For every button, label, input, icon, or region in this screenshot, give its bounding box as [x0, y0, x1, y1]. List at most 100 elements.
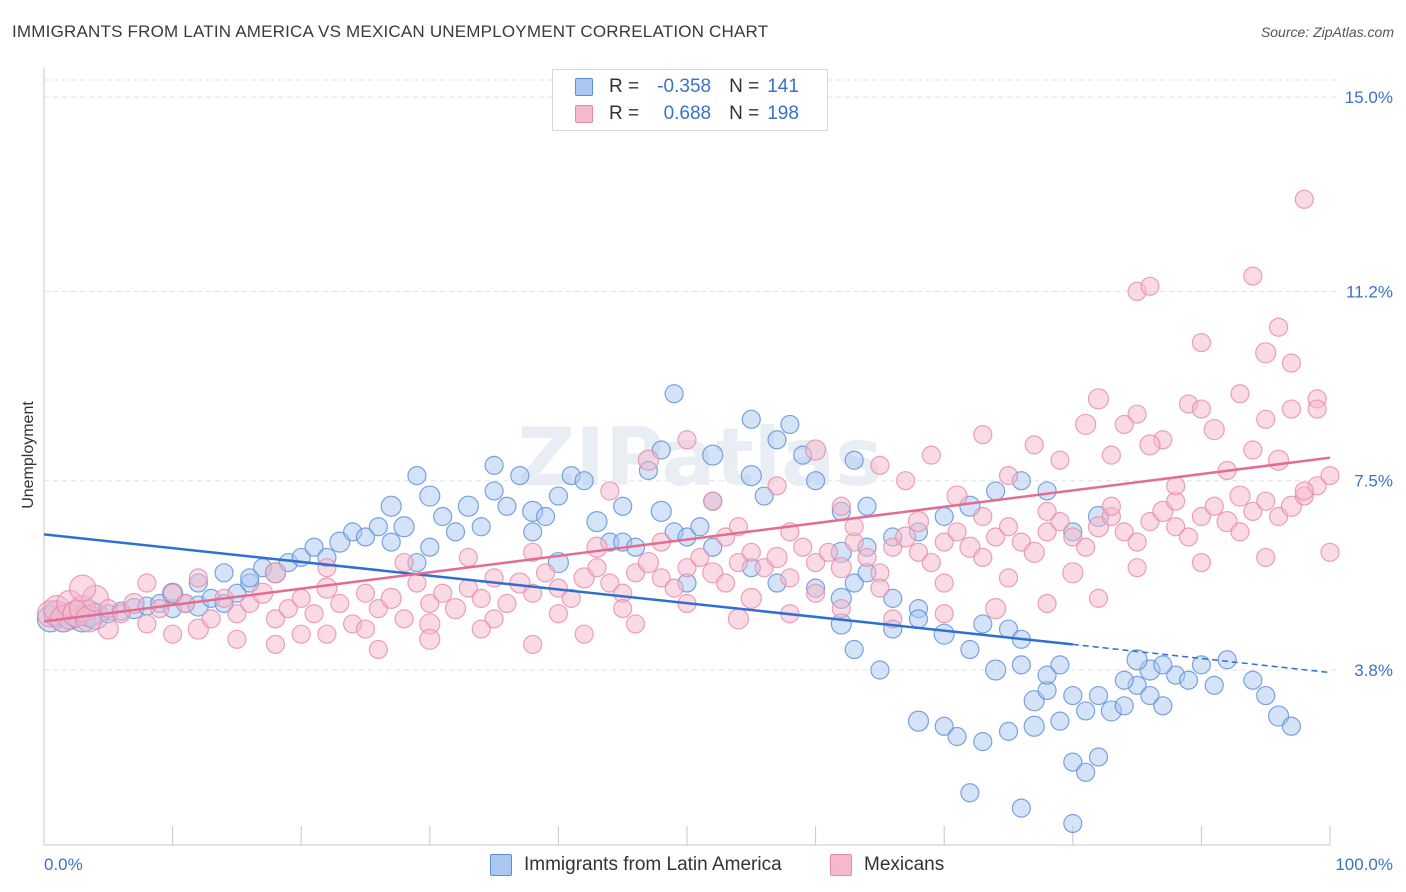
- legend-label: Immigrants from Latin America: [524, 854, 782, 875]
- latin-america-point: [484, 455, 504, 475]
- mexicans-point: [973, 506, 993, 527]
- mexicans-point: [1166, 517, 1186, 537]
- mexicans-point: [1191, 552, 1212, 573]
- mexicans-point: [1127, 404, 1147, 424]
- latin-america-point: [1243, 670, 1263, 690]
- latin-america-point: [1088, 685, 1109, 706]
- latin-america-point: [1063, 813, 1083, 834]
- mexicans-point: [934, 604, 954, 624]
- r-value: -0.358: [657, 76, 712, 97]
- latin-america-point: [380, 495, 402, 517]
- mexicans-point: [368, 639, 388, 660]
- latin-america-point: [998, 721, 1019, 741]
- r-label: R =: [609, 103, 640, 124]
- mexicans-point: [1101, 496, 1121, 516]
- latin-america-point: [523, 522, 543, 542]
- latin-america-point: [907, 710, 930, 732]
- mexicans-point: [394, 609, 414, 629]
- mexicans-point: [188, 568, 208, 588]
- mexicans-point: [1203, 418, 1225, 441]
- mexicans-point: [637, 449, 660, 471]
- mexicans-point: [831, 599, 851, 619]
- mexicans-point: [998, 517, 1019, 537]
- latin-america-point: [484, 481, 504, 501]
- mexicans-point: [227, 604, 247, 624]
- mexicans-point: [227, 629, 247, 649]
- mexicans-point: [1243, 440, 1263, 460]
- latin-america-point: [741, 409, 761, 429]
- mexicans-point: [741, 542, 761, 562]
- mexicans-point: [330, 593, 350, 614]
- mexicans-point: [97, 618, 119, 640]
- legend-label: Mexicans: [864, 854, 945, 875]
- mexicans-point: [201, 609, 221, 629]
- latin-america-point: [240, 568, 260, 588]
- mexicans-point: [561, 588, 581, 608]
- latin-america-point: [535, 506, 556, 527]
- latin-america-point: [419, 485, 441, 507]
- legend-item-mexicans: Mexicans: [830, 852, 944, 878]
- mexicans-point: [1037, 593, 1057, 614]
- latin-america-point: [1037, 481, 1057, 501]
- latin-america-point: [677, 527, 697, 547]
- mexicans-point: [1101, 445, 1121, 465]
- watermark: ZIPatlas: [517, 411, 883, 504]
- mexicans-point: [1243, 266, 1263, 286]
- chart-title: IMMIGRANTS FROM LATIN AMERICA VS MEXICAN…: [12, 22, 769, 41]
- mexicans-point: [1256, 409, 1276, 429]
- mexicans-point: [805, 583, 826, 603]
- n-label: N =: [729, 103, 760, 124]
- mexicans-point: [1281, 353, 1302, 373]
- latin-america-point: [1204, 675, 1224, 695]
- mexicans-point: [766, 546, 788, 569]
- legend-item-latin-america: Immigrants from Latin America: [490, 852, 782, 878]
- mexicans-point: [934, 532, 954, 552]
- latin-america-point: [934, 716, 954, 736]
- mexicans-point: [355, 583, 376, 603]
- latin-america-point: [650, 500, 672, 523]
- mexicans-point: [870, 578, 890, 598]
- mexicans-point: [163, 583, 183, 603]
- mexicans-point: [844, 517, 864, 537]
- mexicans-point: [1204, 496, 1224, 516]
- mexicans-point: [1023, 541, 1045, 563]
- n-value: 141: [767, 76, 799, 97]
- mexicans-point: [908, 542, 929, 562]
- latin-america-point: [870, 660, 890, 680]
- mexicans-point: [728, 552, 749, 573]
- mexicans-point: [793, 537, 813, 557]
- mexicans-point: [677, 558, 697, 578]
- mexicans-point: [1178, 527, 1199, 547]
- latin-america-point: [780, 414, 800, 435]
- mexicans-point: [316, 577, 338, 599]
- mexicans-point: [907, 511, 930, 533]
- mexicans-point: [1050, 512, 1070, 532]
- mexicans-point: [1024, 435, 1044, 455]
- mexicans-point: [1268, 317, 1289, 337]
- latin-america-point: [857, 496, 877, 516]
- mexicans-point: [805, 552, 826, 573]
- series-legend: Immigrants from Latin America Mexicans: [0, 852, 1406, 878]
- latin-america-point: [393, 516, 415, 538]
- mexicans-point: [587, 558, 607, 578]
- x-tick-label: 100.0%: [1335, 855, 1393, 874]
- latin-america-point: [1011, 655, 1031, 675]
- latin-america-point: [1088, 747, 1109, 767]
- latin-america-point: [985, 659, 1007, 681]
- mexicans-point: [651, 568, 671, 588]
- latin-america-point: [933, 623, 955, 645]
- latin-america-point: [844, 639, 864, 660]
- mexicans-point: [690, 547, 710, 568]
- legend-row-mexicans: R = 0.688 N = 198: [575, 101, 799, 127]
- latin-america-point: [1114, 670, 1134, 690]
- mexicans-point: [523, 542, 543, 562]
- mexicans-point: [380, 587, 402, 609]
- mexicans-point: [1140, 276, 1160, 296]
- mexicans-point: [1243, 501, 1263, 522]
- y-tick-label: 3.8%: [1354, 661, 1393, 680]
- mexicans-point: [998, 465, 1019, 486]
- mexicans-point: [780, 568, 800, 588]
- mexicans-point: [818, 542, 839, 562]
- latin-america-point: [986, 481, 1006, 501]
- mexicans-point: [896, 471, 916, 491]
